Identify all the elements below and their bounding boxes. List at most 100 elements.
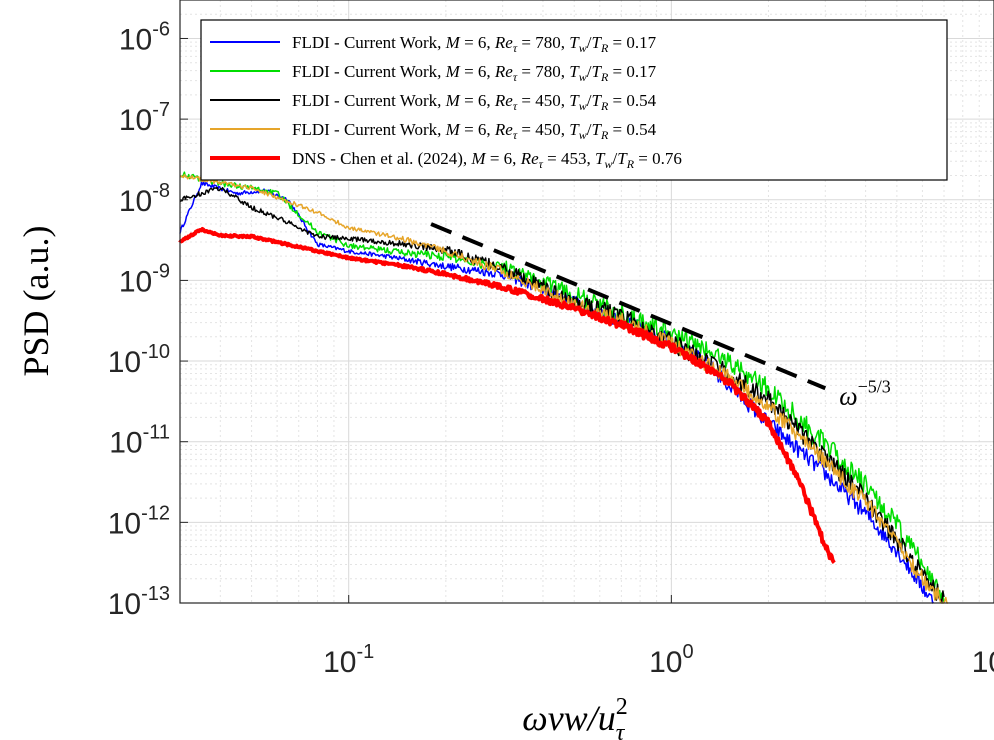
y-tick-base: 10 bbox=[119, 185, 152, 218]
legend-re-sub: τ bbox=[513, 70, 518, 84]
legend-label-3: FLDI - Current Work, M = 6, Reτ = 450, T… bbox=[292, 91, 657, 113]
legend-tr-sub: R bbox=[600, 99, 609, 113]
legend-tw-sub: w bbox=[579, 41, 587, 55]
legend-label-1: FLDI - Current Work, M = 6, Reτ = 780, T… bbox=[292, 33, 657, 55]
x-tick-exponent: 0 bbox=[682, 641, 693, 663]
x-tick-base: 10 bbox=[972, 646, 994, 679]
legend-m-value: = 6, bbox=[460, 33, 495, 52]
legend-m-symbol: M bbox=[445, 91, 461, 110]
x-tick-base: 10 bbox=[649, 646, 682, 679]
y-tick-exponent: -13 bbox=[141, 583, 170, 605]
y-tick-base: 10 bbox=[119, 104, 152, 137]
legend-m-value: = 6, bbox=[486, 149, 521, 168]
reference-slope-line bbox=[430, 222, 827, 391]
legend-re-symbol: Re bbox=[494, 33, 513, 52]
legend-slash: / bbox=[587, 91, 592, 110]
legend-re-symbol: Re bbox=[494, 91, 513, 110]
legend-label-4: FLDI - Current Work, M = 6, Reτ = 450, T… bbox=[292, 120, 657, 142]
x-axis-label-sub: τ bbox=[616, 720, 626, 740]
series-line-4 bbox=[179, 173, 948, 604]
legend-tw-symbol: T bbox=[569, 120, 580, 139]
legend-prefix: DNS - Chen et al. (2024), bbox=[292, 149, 471, 168]
reference-slope-label: ω−5/3 bbox=[839, 376, 891, 410]
legend-m-symbol: M bbox=[445, 62, 461, 81]
legend-re-sub: τ bbox=[513, 41, 518, 55]
legend-re-sub: τ bbox=[513, 128, 518, 142]
legend-m-value: = 6, bbox=[460, 91, 495, 110]
y-tick-exponent: -9 bbox=[152, 260, 170, 282]
legend-tr-sub: R bbox=[600, 70, 609, 84]
plot-frame bbox=[179, 0, 994, 604]
y-tick-base: 10 bbox=[119, 265, 152, 298]
y-tick-base: 10 bbox=[108, 588, 141, 621]
legend-re-value: = 450, bbox=[517, 91, 569, 110]
y-tick-base: 10 bbox=[109, 427, 142, 460]
legend-re-value: = 453, bbox=[543, 149, 595, 168]
x-axis-label-sup: 2 bbox=[616, 694, 628, 720]
series-layer bbox=[178, 171, 948, 604]
x-tick-exponent: -1 bbox=[356, 641, 374, 663]
x-tick-label: 10-1 bbox=[323, 641, 374, 679]
axis-ticks: 10-110010110-610-710-810-910-1010-1110-1… bbox=[108, 18, 994, 679]
reference-slope-exponent: −5/3 bbox=[858, 376, 891, 396]
y-tick-label: 10-9 bbox=[119, 260, 170, 298]
legend-tw-sub: w bbox=[579, 70, 587, 84]
legend-tr-symbol: T bbox=[591, 62, 602, 81]
legend-m-symbol: M bbox=[470, 149, 486, 168]
legend-tw-symbol: T bbox=[569, 91, 580, 110]
y-tick-exponent: -6 bbox=[152, 18, 170, 40]
legend-prefix: FLDI - Current Work, bbox=[292, 91, 446, 110]
y-tick-label: 10-6 bbox=[119, 18, 170, 56]
series-line-2 bbox=[179, 171, 945, 604]
legend-re-symbol: Re bbox=[494, 120, 513, 139]
legend-tw-sub: w bbox=[579, 128, 587, 142]
legend-tr-symbol: T bbox=[591, 120, 602, 139]
legend-re-symbol: Re bbox=[520, 149, 539, 168]
y-tick-base: 10 bbox=[108, 507, 141, 540]
legend-prefix: FLDI - Current Work, bbox=[292, 33, 446, 52]
legend-tw-symbol: T bbox=[569, 62, 580, 81]
legend-m-value: = 6, bbox=[460, 120, 495, 139]
legend-tw-symbol: T bbox=[595, 149, 606, 168]
legend: FLDI - Current Work, M = 6, Reτ = 780, T… bbox=[200, 19, 948, 181]
y-tick-exponent: -12 bbox=[141, 502, 170, 524]
y-tick-label: 10-8 bbox=[119, 180, 170, 218]
legend-slash: / bbox=[587, 33, 592, 52]
y-tick-exponent: -11 bbox=[143, 422, 170, 444]
y-tick-label: 10-11 bbox=[109, 422, 170, 460]
legend-tr-symbol: T bbox=[591, 91, 602, 110]
y-tick-label: 10-7 bbox=[119, 99, 170, 137]
legend-tr-sub: R bbox=[600, 41, 609, 55]
legend-re-value: = 780, bbox=[517, 62, 569, 81]
x-axis-label: ωνw/u2 τ bbox=[522, 694, 627, 740]
y-tick-exponent: -7 bbox=[152, 99, 170, 121]
legend-tr-symbol: T bbox=[591, 33, 602, 52]
legend-re-value: = 780, bbox=[517, 33, 569, 52]
y-tick-label: 10-10 bbox=[108, 341, 170, 379]
legend-prefix: FLDI - Current Work, bbox=[292, 120, 446, 139]
legend-ratio-value: = 0.54 bbox=[608, 120, 656, 139]
legend-slash: / bbox=[613, 149, 618, 168]
legend-prefix: FLDI - Current Work, bbox=[292, 62, 446, 81]
y-axis-label: PSD (a.u.) bbox=[16, 226, 56, 377]
legend-slash: / bbox=[587, 120, 592, 139]
y-tick-exponent: -10 bbox=[141, 341, 170, 363]
legend-m-value: = 6, bbox=[460, 62, 495, 81]
legend-re-symbol: Re bbox=[494, 62, 513, 81]
legend-re-sub: τ bbox=[513, 99, 518, 113]
legend-tw-symbol: T bbox=[569, 33, 580, 52]
y-tick-label: 10-13 bbox=[108, 583, 170, 621]
legend-ratio-value: = 0.17 bbox=[608, 62, 656, 81]
legend-m-symbol: M bbox=[445, 120, 461, 139]
y-tick-base: 10 bbox=[108, 346, 141, 379]
legend-ratio-value: = 0.17 bbox=[608, 33, 656, 52]
y-tick-exponent: -8 bbox=[152, 180, 170, 202]
legend-re-sub: τ bbox=[539, 157, 544, 171]
legend-tw-sub: w bbox=[604, 157, 612, 171]
legend-m-symbol: M bbox=[445, 33, 461, 52]
x-tick-base: 10 bbox=[323, 646, 356, 679]
legend-label-5: DNS - Chen et al. (2024), M = 6, Reτ = 4… bbox=[292, 149, 682, 171]
legend-tr-sub: R bbox=[600, 128, 609, 142]
reference-slope-base: ω bbox=[839, 381, 857, 410]
